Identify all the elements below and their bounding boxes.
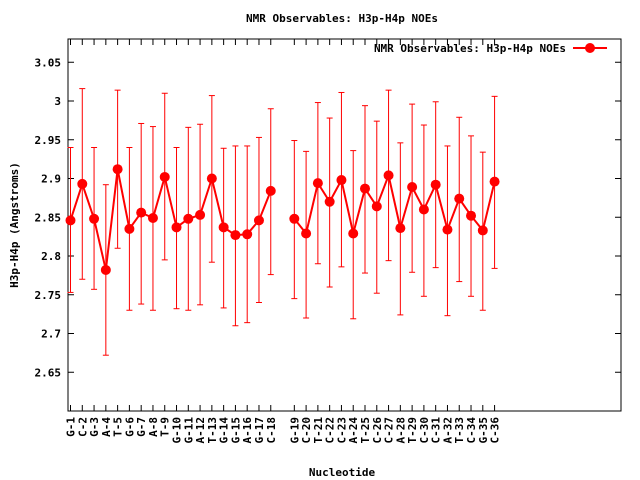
- x-tick-label: G-1: [65, 417, 78, 437]
- data-point: [230, 230, 241, 241]
- data-point: [395, 223, 406, 234]
- x-tick-label: C-23: [335, 417, 348, 444]
- series-line: [293, 171, 496, 236]
- y-tick-label: 2.75: [35, 289, 62, 302]
- x-tick-label: C-26: [371, 417, 384, 444]
- data-point: [371, 201, 382, 212]
- legend-label: NMR Observables: H3p-H4p NOEs: [374, 42, 566, 55]
- x-tick-label: G-10: [171, 417, 184, 444]
- data-point: [348, 228, 359, 239]
- x-tick-label: A-8: [147, 417, 160, 437]
- y-tick-label: 3: [54, 95, 61, 108]
- x-tick-label: A-28: [394, 417, 407, 444]
- x-tick-label: G-14: [218, 417, 231, 444]
- x-tick-label: G-6: [123, 417, 136, 437]
- y-tick-label: 2.8: [41, 250, 61, 263]
- x-tick-label: A-32: [441, 417, 454, 444]
- x-tick-label: C-2: [76, 417, 89, 437]
- data-point: [77, 178, 88, 189]
- legend: NMR Observables: H3p-H4p NOEs: [374, 42, 607, 55]
- x-tick-label: G-35: [477, 417, 490, 444]
- data-layer: [65, 88, 500, 356]
- x-tick-label: C-34: [465, 417, 478, 444]
- y-tick-label: 2.95: [35, 134, 62, 147]
- data-point: [312, 178, 323, 189]
- axes-layer: 2.652.72.752.82.852.92.9533.05G-1C-2G-3A…: [35, 39, 621, 444]
- x-tick-label: G-19: [288, 417, 301, 444]
- x-tick-label: T-33: [453, 417, 466, 444]
- legend-marker-swatch: [585, 43, 595, 53]
- x-tick-label: C-18: [265, 417, 278, 444]
- data-point: [171, 222, 182, 233]
- x-tick-label: G-15: [229, 417, 242, 444]
- x-tick-label: T-5: [112, 417, 125, 437]
- y-tick-label: 2.7: [41, 328, 61, 341]
- data-point: [206, 173, 217, 184]
- x-tick-label: A-12: [194, 417, 207, 444]
- x-tick-label: G-17: [253, 417, 266, 444]
- data-point: [418, 204, 429, 215]
- x-tick-label: T-29: [406, 417, 419, 444]
- y-tick-label: 2.85: [35, 211, 62, 224]
- y-tick-label: 2.65: [35, 366, 62, 379]
- x-tick-label: C-30: [418, 417, 431, 444]
- data-point: [89, 213, 100, 224]
- y-tick-label: 2.9: [41, 173, 61, 186]
- data-point: [265, 185, 276, 196]
- data-point: [136, 207, 147, 218]
- data-point: [218, 222, 229, 233]
- x-tick-label: C-22: [324, 417, 337, 444]
- x-tick-label: A-4: [100, 417, 113, 437]
- x-tick-label: C-36: [489, 417, 502, 444]
- data-point: [466, 210, 477, 221]
- data-point: [242, 229, 253, 240]
- x-tick-label: G-11: [182, 417, 195, 444]
- data-point: [65, 215, 76, 226]
- x-tick-label: G-7: [135, 417, 148, 437]
- x-tick-label: T-13: [206, 417, 219, 444]
- x-tick-label: A-16: [241, 417, 254, 444]
- data-point: [301, 228, 312, 239]
- data-point: [289, 213, 300, 224]
- x-tick-label: C-20: [300, 417, 313, 444]
- x-axis-label: Nucleotide: [309, 466, 376, 479]
- data-point: [407, 182, 418, 193]
- data-point: [477, 225, 488, 236]
- x-tick-label: T-25: [359, 417, 372, 444]
- chart-title: NMR Observables: H3p-H4p NOEs: [246, 12, 438, 25]
- series-line: [69, 169, 272, 271]
- y-tick-label: 3.05: [35, 56, 62, 69]
- data-point: [442, 224, 453, 235]
- x-tick-label: T-9: [159, 417, 172, 437]
- y-axis-label: H3p-H4p (Angstroms): [8, 162, 21, 288]
- x-tick-label: T-21: [312, 417, 325, 444]
- data-point: [430, 179, 441, 190]
- data-point: [336, 175, 347, 186]
- data-point: [253, 215, 264, 226]
- data-point: [489, 176, 500, 187]
- data-point: [195, 209, 206, 220]
- x-tick-label: A-24: [347, 417, 360, 444]
- plot-frame: [67, 38, 622, 412]
- data-point: [324, 196, 335, 207]
- data-point: [454, 193, 465, 204]
- data-point: [147, 213, 158, 224]
- data-point: [383, 170, 394, 181]
- x-tick-label: G-3: [88, 417, 101, 437]
- x-tick-label: C-27: [383, 417, 396, 444]
- data-point: [112, 164, 123, 175]
- data-point: [183, 213, 194, 224]
- data-point: [100, 264, 111, 275]
- data-point: [124, 223, 135, 234]
- data-point: [360, 183, 370, 194]
- data-point: [159, 171, 170, 182]
- x-tick-label: C-31: [430, 417, 443, 444]
